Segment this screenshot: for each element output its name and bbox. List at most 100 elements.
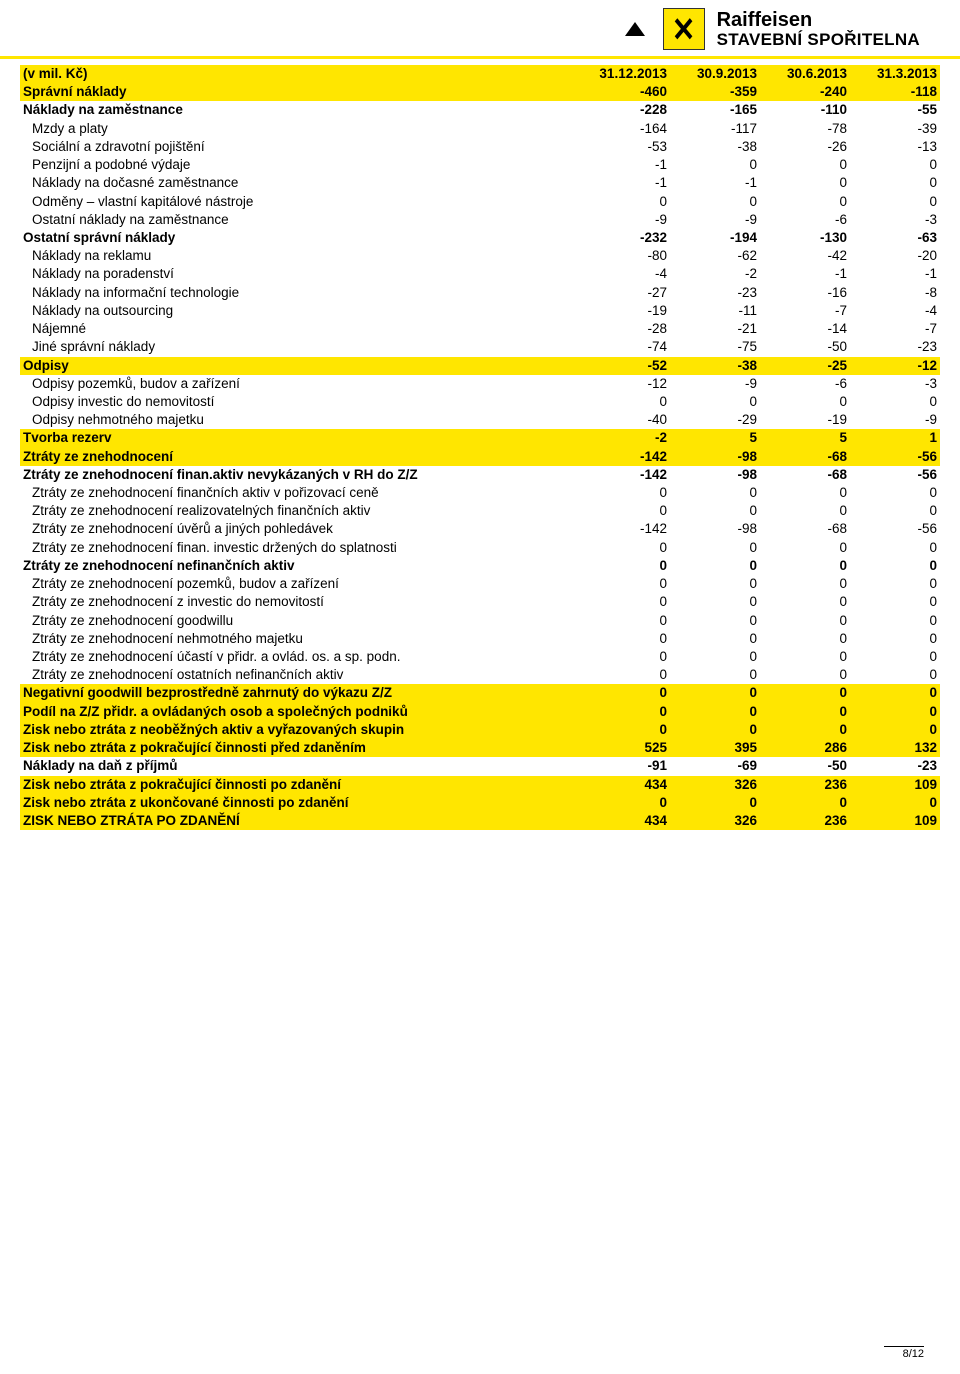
brand-text: Raiffeisen STAVEBNÍ SPOŘITELNA <box>717 10 920 49</box>
financial-table: (v mil. Kč) 31.12.2013 30.9.2013 30.6.20… <box>20 65 940 830</box>
col-q3: 30.9.2013 <box>670 65 760 83</box>
row-value: 434 <box>580 776 670 794</box>
row-value: -110 <box>760 101 850 119</box>
row-label: Ztráty ze znehodnocení realizovatelných … <box>20 502 580 520</box>
row-value: -9 <box>670 375 760 393</box>
table-row: Mzdy a platy-164-117-78-39 <box>20 120 940 138</box>
row-label: Podíl na Z/Z přidr. a ovládaných osob a … <box>20 703 580 721</box>
row-value: 0 <box>850 539 940 557</box>
row-value: -68 <box>760 466 850 484</box>
logo-icon: ✕ <box>663 8 705 50</box>
row-value: 434 <box>580 812 670 830</box>
row-label: Ztráty ze znehodnocení účastí v přidr. a… <box>20 648 580 666</box>
row-value: -1 <box>580 156 670 174</box>
row-value: 0 <box>580 648 670 666</box>
row-value: -4 <box>580 265 670 283</box>
table-row: Ztráty ze znehodnocení pozemků, budov a … <box>20 575 940 593</box>
row-value: 0 <box>670 630 760 648</box>
row-value: 109 <box>850 812 940 830</box>
row-value: -56 <box>850 520 940 538</box>
row-value: -38 <box>670 138 760 156</box>
table-row: Ostatní správní náklady-232-194-130-63 <box>20 229 940 247</box>
table-row: Náklady na zaměstnance-228-165-110-55 <box>20 101 940 119</box>
row-label: Ztráty ze znehodnocení ostatních nefinan… <box>20 666 580 684</box>
row-label: Ostatní náklady na zaměstnance <box>20 211 580 229</box>
table-row: Ztráty ze znehodnocení finančních aktiv … <box>20 484 940 502</box>
row-label: Nájemné <box>20 320 580 338</box>
row-value: 0 <box>850 484 940 502</box>
row-value: -228 <box>580 101 670 119</box>
row-value: -39 <box>850 120 940 138</box>
table-row: Podíl na Z/Z přidr. a ovládaných osob a … <box>20 703 940 721</box>
row-value: -19 <box>580 302 670 320</box>
row-label: Náklady na informační technologie <box>20 284 580 302</box>
row-value: 236 <box>760 812 850 830</box>
row-value: -23 <box>850 757 940 775</box>
row-value: 0 <box>850 794 940 812</box>
row-value: 0 <box>850 721 940 739</box>
table-row: Náklady na informační technologie-27-23-… <box>20 284 940 302</box>
col-label: (v mil. Kč) <box>20 65 580 83</box>
row-label: Zisk nebo ztráta z ukončované činnosti p… <box>20 794 580 812</box>
row-value: 0 <box>580 575 670 593</box>
row-value: 0 <box>850 703 940 721</box>
row-value: -12 <box>580 375 670 393</box>
table-row: Jiné správní náklady-74-75-50-23 <box>20 338 940 356</box>
row-value: 0 <box>760 593 850 611</box>
row-value: -38 <box>670 357 760 375</box>
row-value: -40 <box>580 411 670 429</box>
row-value: -69 <box>670 757 760 775</box>
table-row: Ztráty ze znehodnocení úvěrů a jiných po… <box>20 520 940 538</box>
row-label: Penzijní a podobné výdaje <box>20 156 580 174</box>
table-row: Sociální a zdravotní pojištění-53-38-26-… <box>20 138 940 156</box>
row-value: 0 <box>580 557 670 575</box>
row-label: Odpisy pozemků, budov a zařízení <box>20 375 580 393</box>
row-label: Odpisy investic do nemovitostí <box>20 393 580 411</box>
table-row: Tvorba rezerv-2551 <box>20 429 940 447</box>
row-label: Zisk nebo ztráta z neoběžných aktiv a vy… <box>20 721 580 739</box>
row-value: -56 <box>850 448 940 466</box>
row-label: Ztráty ze znehodnocení goodwillu <box>20 612 580 630</box>
row-label: Zisk nebo ztráta z pokračující činnosti … <box>20 739 580 757</box>
row-label: Náklady na poradenství <box>20 265 580 283</box>
row-value: -50 <box>760 338 850 356</box>
table-row: Zisk nebo ztráta z ukončované činnosti p… <box>20 794 940 812</box>
row-label: Ostatní správní náklady <box>20 229 580 247</box>
row-value: 0 <box>580 502 670 520</box>
row-value: -98 <box>670 448 760 466</box>
row-value: 0 <box>850 174 940 192</box>
row-value: -7 <box>760 302 850 320</box>
row-value: -232 <box>580 229 670 247</box>
table-row: Zisk nebo ztráta z neoběžných aktiv a vy… <box>20 721 940 739</box>
table-row: Negativní goodwill bezprostředně zahrnut… <box>20 684 940 702</box>
row-label: Zisk nebo ztráta z pokračující činnosti … <box>20 776 580 794</box>
row-value: -6 <box>760 375 850 393</box>
row-value: 0 <box>850 593 940 611</box>
row-value: 0 <box>580 630 670 648</box>
row-value: 0 <box>760 484 850 502</box>
row-value: -68 <box>760 520 850 538</box>
row-label: Náklady na zaměstnance <box>20 101 580 119</box>
row-value: 326 <box>670 776 760 794</box>
row-value: 5 <box>760 429 850 447</box>
row-label: Náklady na dočasné zaměstnance <box>20 174 580 192</box>
row-value: -23 <box>670 284 760 302</box>
row-value: 0 <box>760 193 850 211</box>
row-value: -80 <box>580 247 670 265</box>
table-row: Ztráty ze znehodnocení z investic do nem… <box>20 593 940 611</box>
row-label: ZISK NEBO ZTRÁTA PO ZDANĚNÍ <box>20 812 580 830</box>
table-row: Ztráty ze znehodnocení realizovatelných … <box>20 502 940 520</box>
table-row: Náklady na poradenství-4-2-1-1 <box>20 265 940 283</box>
row-value: 286 <box>760 739 850 757</box>
row-value: -98 <box>670 466 760 484</box>
row-value: 0 <box>670 502 760 520</box>
row-value: 0 <box>760 703 850 721</box>
table-row: Ztráty ze znehodnocení nehmotného majetk… <box>20 630 940 648</box>
table-row: Odpisy nehmotného majetku-40-29-19-9 <box>20 411 940 429</box>
row-value: -9 <box>850 411 940 429</box>
row-value: -23 <box>850 338 940 356</box>
row-value: 0 <box>670 557 760 575</box>
row-value: 0 <box>850 193 940 211</box>
row-value: -20 <box>850 247 940 265</box>
row-value: 0 <box>580 703 670 721</box>
